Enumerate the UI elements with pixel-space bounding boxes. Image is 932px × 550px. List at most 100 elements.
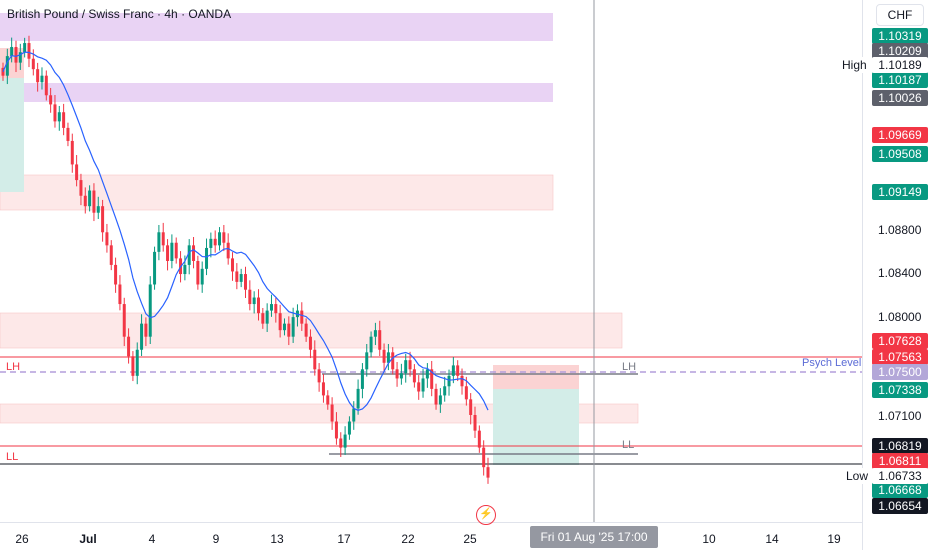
x-axis-label: 19	[827, 532, 841, 546]
candle-body	[265, 310, 269, 324]
candle-body	[469, 399, 473, 415]
low-value: 1.06733	[872, 468, 928, 484]
candle-body	[317, 369, 321, 383]
candle-body	[313, 349, 317, 370]
candle-body	[261, 313, 265, 324]
price-label-10: 1.07563	[872, 349, 928, 365]
candle-body	[153, 251, 157, 285]
supply-zone-purple-top	[0, 13, 553, 41]
price-label-13: 1.06819	[872, 438, 928, 454]
lh-right-tag: LH	[622, 361, 637, 373]
short-position-target-box	[493, 389, 579, 465]
x-axis-label: 26	[15, 532, 29, 546]
candle-body	[356, 388, 360, 409]
candle-body	[88, 190, 92, 207]
candle-body	[477, 430, 481, 448]
candle-body	[391, 352, 395, 370]
candle-body	[252, 297, 256, 305]
candle-body	[369, 336, 373, 353]
x-axis-label: 22	[401, 532, 415, 546]
lightning-icon[interactable]: ⚡	[476, 505, 496, 525]
supply-zone-purple-mid	[0, 83, 553, 102]
candle-body	[226, 242, 230, 259]
price-tick: 1.08000	[878, 310, 922, 324]
candle-body	[140, 323, 144, 350]
candle-body	[430, 369, 434, 389]
candle-body	[378, 330, 382, 350]
candle-body	[382, 349, 386, 363]
candle-body	[334, 421, 338, 439]
chart-canvas[interactable]: British Pound / Swiss Franc · 4h · OANDA…	[0, 0, 862, 522]
candle-body	[347, 421, 351, 435]
price-label-16: 1.06668	[872, 482, 928, 498]
candle-body	[304, 323, 308, 337]
candle-body	[192, 245, 196, 261]
candle-body	[166, 245, 170, 261]
x-axis-label: 9	[212, 532, 220, 546]
candle-body	[274, 304, 278, 314]
high-value: 1.10189	[872, 57, 928, 73]
lh-left-tag: LH	[6, 361, 21, 373]
candle-body	[1, 67, 5, 76]
candle-body	[473, 414, 477, 431]
candle-body	[231, 258, 235, 272]
candle-body	[135, 349, 139, 376]
candle-body	[222, 232, 226, 243]
candle-body	[131, 356, 135, 376]
candle-body	[187, 245, 191, 265]
x-axis-label: Jul	[79, 532, 97, 546]
candle-body	[157, 232, 161, 252]
candle-body	[109, 245, 113, 265]
candle-body	[122, 304, 126, 337]
candle-body	[421, 378, 425, 392]
candle-body	[287, 323, 291, 337]
candle-body	[291, 317, 295, 337]
price-tick: 1.07100	[878, 409, 922, 423]
candle-body	[70, 140, 74, 165]
time-axis[interactable]	[0, 522, 862, 550]
currency-button[interactable]: CHF	[876, 4, 924, 26]
candle-body	[434, 388, 438, 405]
candle-body	[373, 330, 377, 337]
price-tick: 1.08800	[878, 223, 922, 237]
candle-body	[326, 395, 330, 405]
candle-body	[278, 313, 282, 331]
candle-body	[300, 310, 304, 324]
candle-body	[200, 268, 204, 285]
candle-body	[49, 95, 53, 105]
candle-body	[343, 434, 347, 448]
candle-body	[183, 264, 187, 275]
ll-right-tag: LL	[622, 439, 635, 451]
candle-body	[170, 242, 174, 261]
x-axis-label: 25	[463, 532, 477, 546]
candle-body	[244, 274, 247, 290]
price-label-4: 1.10187	[872, 72, 928, 88]
candle-body	[456, 365, 460, 376]
price-label-17: 1.06654	[872, 498, 928, 514]
supply-zone-red-1	[0, 174, 554, 211]
left-target-box	[0, 78, 24, 192]
price-label-2: 1.10209	[872, 43, 928, 59]
candle-body	[40, 75, 44, 83]
candle-body	[66, 127, 70, 141]
candle-body	[161, 232, 165, 246]
price-label-9: 1.07628	[872, 333, 928, 349]
chart-svg[interactable]	[0, 0, 862, 522]
x-axis-label: 10	[702, 532, 716, 546]
candle-body	[417, 382, 421, 392]
candle-body	[425, 369, 429, 379]
candle-body	[464, 386, 468, 400]
candle-body	[79, 180, 83, 196]
price-label-1: 1.10319	[872, 28, 928, 44]
candle-body	[144, 323, 148, 337]
candle-body	[114, 264, 118, 285]
candle-body	[148, 284, 152, 337]
candle-body	[408, 360, 412, 370]
candle-body	[308, 336, 312, 350]
candle-body	[248, 289, 252, 305]
price-label-14: 1.06811	[872, 453, 928, 469]
candle-body	[486, 467, 490, 478]
candle-body	[31, 58, 35, 70]
candle-body	[239, 274, 243, 282]
price-label-8: 1.09149	[872, 184, 928, 200]
